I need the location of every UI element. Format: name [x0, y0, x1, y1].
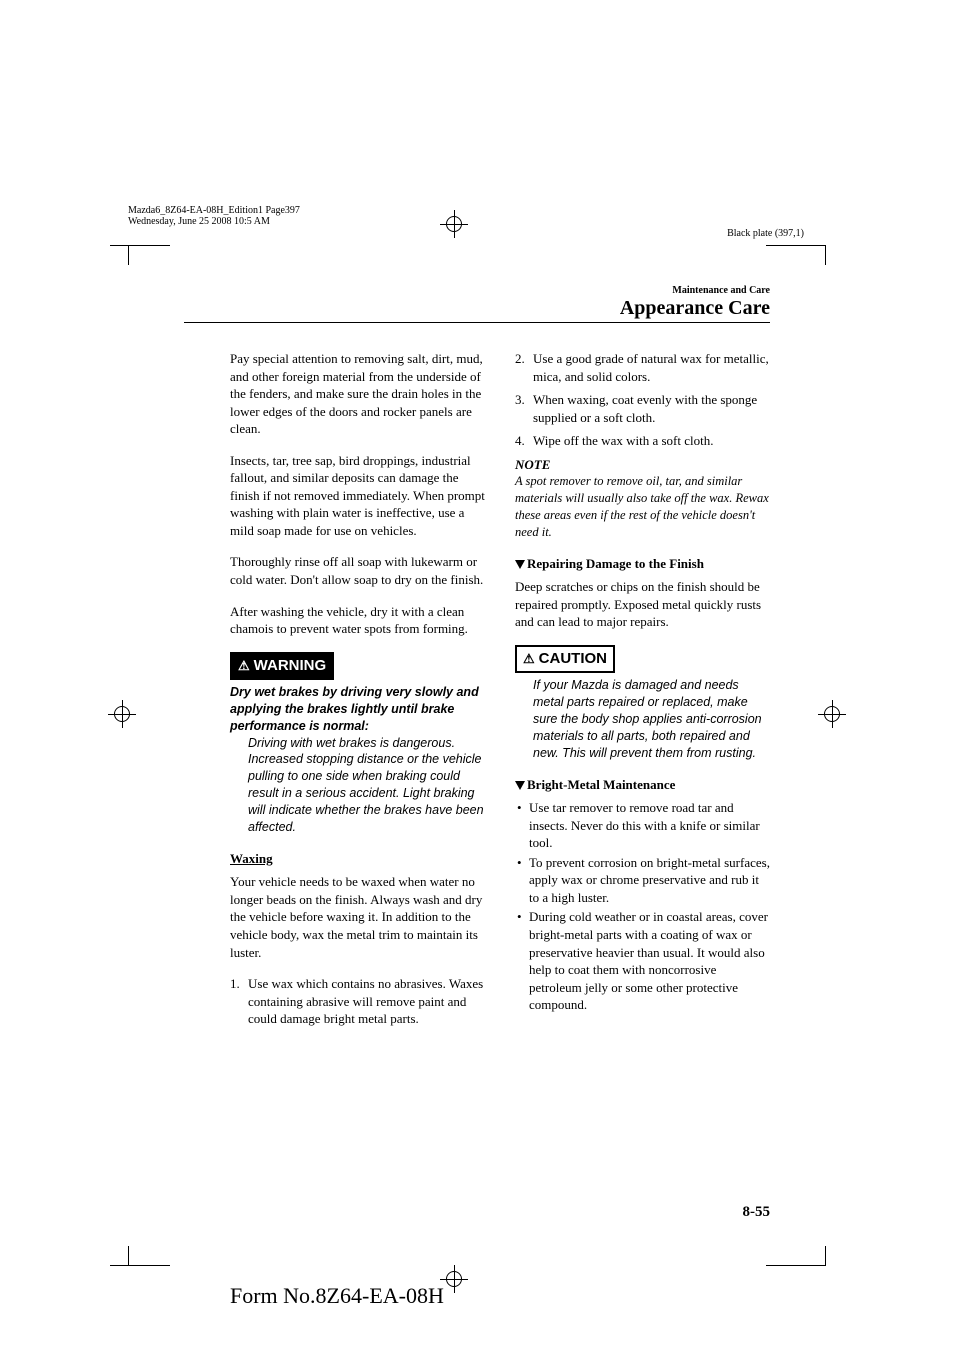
title-underline — [184, 322, 770, 323]
body-paragraph: Thoroughly rinse off all soap with lukew… — [230, 553, 485, 588]
warning-text: Dry wet brakes by driving very slowly an… — [230, 684, 485, 836]
waxing-heading: Waxing — [230, 850, 485, 868]
crop-mark — [128, 1246, 129, 1266]
crop-mark — [110, 1265, 170, 1266]
list-text: Wipe off the wax with a soft cloth. — [533, 432, 713, 450]
list-number: 3. — [515, 391, 533, 426]
body-paragraph: Pay special attention to removing salt, … — [230, 350, 485, 438]
crop-mark — [766, 1265, 826, 1266]
body-paragraph: Insects, tar, tree sap, bird droppings, … — [230, 452, 485, 540]
list-text: Use a good grade of natural wax for meta… — [533, 350, 770, 385]
crop-mark — [766, 245, 826, 246]
bullet-item: • To prevent corrosion on bright-metal s… — [515, 854, 770, 907]
list-number: 2. — [515, 350, 533, 385]
doc-ref: Mazda6_8Z64-EA-08H_Edition1 Page397 — [128, 205, 300, 216]
crop-mark — [825, 245, 826, 265]
caution-label: ⚠ CAUTION — [515, 645, 615, 673]
warning-label-text: WARNING — [254, 656, 327, 676]
register-mark-icon — [818, 700, 846, 728]
body-paragraph: Deep scratches or chips on the finish sh… — [515, 578, 770, 631]
repair-heading: Repairing Damage to the Finish — [515, 555, 770, 573]
list-text: When waxing, coat evenly with the sponge… — [533, 391, 770, 426]
list-text: Use wax which contains no abrasives. Wax… — [248, 975, 485, 1028]
bullet-icon: • — [515, 908, 529, 1013]
bullet-text: To prevent corrosion on bright-metal sur… — [529, 854, 770, 907]
bullet-item: • During cold weather or in coastal area… — [515, 908, 770, 1013]
warning-body: Driving with wet brakes is dangerous. In… — [230, 735, 485, 836]
note-body: A spot remover to remove oil, tar, and s… — [515, 473, 770, 541]
warning-icon: ⚠ — [238, 657, 250, 675]
body-paragraph: Your vehicle needs to be waxed when wate… — [230, 873, 485, 961]
body-paragraph: After washing the vehicle, dry it with a… — [230, 603, 485, 638]
triangle-icon — [515, 781, 525, 790]
list-number: 1. — [230, 975, 248, 1028]
caution-body: If your Mazda is damaged and needs metal… — [515, 677, 770, 761]
bright-metal-heading-text: Bright-Metal Maintenance — [527, 777, 675, 792]
list-item: 4. Wipe off the wax with a soft cloth. — [515, 432, 770, 450]
section-label: Maintenance and Care — [672, 285, 770, 296]
crop-mark — [110, 245, 170, 246]
black-plate-label: Black plate (397,1) — [727, 228, 804, 239]
page-number: 8-55 — [743, 1204, 771, 1221]
register-mark-icon — [440, 210, 468, 238]
list-item: 3. When waxing, coat evenly with the spo… — [515, 391, 770, 426]
right-column: 2. Use a good grade of natural wax for m… — [515, 350, 770, 1034]
bullet-item: • Use tar remover to remove road tar and… — [515, 799, 770, 852]
list-item: 1. Use wax which contains no abrasives. … — [230, 975, 485, 1028]
doc-date: Wednesday, June 25 2008 10:5 AM — [128, 216, 300, 227]
warning-title: Dry wet brakes by driving very slowly an… — [230, 684, 485, 735]
crop-mark — [128, 245, 129, 265]
note-heading: NOTE — [515, 456, 770, 474]
bullet-text: During cold weather or in coastal areas,… — [529, 908, 770, 1013]
content-area: Pay special attention to removing salt, … — [230, 350, 770, 1034]
crop-mark — [825, 1246, 826, 1266]
bullet-text: Use tar remover to remove road tar and i… — [529, 799, 770, 852]
caution-label-text: CAUTION — [539, 649, 607, 669]
register-mark-icon — [108, 700, 136, 728]
header-meta: Mazda6_8Z64-EA-08H_Edition1 Page397 Wedn… — [128, 205, 300, 227]
repair-heading-text: Repairing Damage to the Finish — [527, 556, 704, 571]
bright-metal-heading: Bright-Metal Maintenance — [515, 776, 770, 794]
register-mark-icon — [440, 1265, 468, 1293]
triangle-icon — [515, 560, 525, 569]
form-number: Form No.8Z64-EA-08H — [230, 1283, 444, 1309]
list-item: 2. Use a good grade of natural wax for m… — [515, 350, 770, 385]
caution-icon: ⚠ — [523, 650, 535, 668]
left-column: Pay special attention to removing salt, … — [230, 350, 485, 1034]
bullet-icon: • — [515, 854, 529, 907]
list-number: 4. — [515, 432, 533, 450]
bullet-icon: • — [515, 799, 529, 852]
warning-label: ⚠ WARNING — [230, 652, 334, 680]
section-title: Appearance Care — [620, 297, 770, 320]
